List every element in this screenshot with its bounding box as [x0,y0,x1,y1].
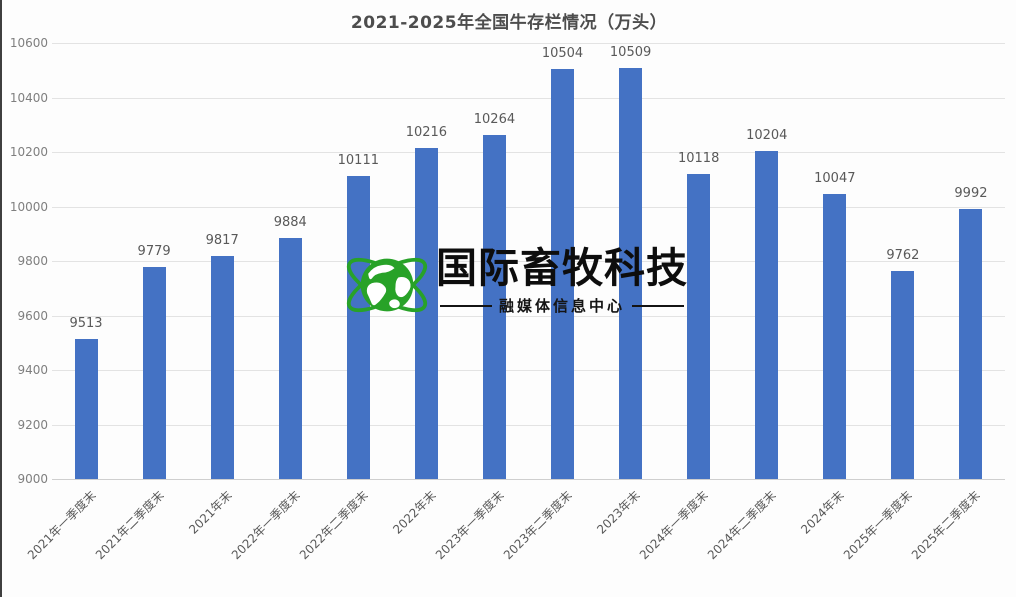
watermark-subtitle-text: 融媒体信息中心 [499,297,626,316]
x-axis-label: 2024年二季度末 [705,488,779,563]
y-axis-label: 10200 [9,145,48,159]
watermark-subtitle-row: 融媒体信息中心 [436,295,688,316]
bar-value-label: 10118 [677,151,720,167]
bar [346,176,370,479]
bar [755,150,779,479]
bar [551,69,575,479]
bar [414,147,438,479]
bar-value-label: 10264 [473,111,516,127]
bar [823,193,847,479]
x-axis-label: 2022年末 [390,488,439,537]
watermark-text-block: 国际畜牧科技 融媒体信息中心 [436,238,688,316]
y-axis-label: 9600 [17,308,48,323]
bar-value-label: 9884 [273,215,307,231]
y-axis-label: 10000 [9,199,48,214]
gridline [52,370,1005,371]
bar-value-label: 10047 [814,170,856,186]
gridline [52,424,1005,426]
gridline [52,479,1005,480]
x-axis-label: 2022年二季度末 [296,488,371,563]
bar [619,67,643,479]
y-axis-label: 10600 [9,36,48,50]
bar-value-label: 10509 [609,44,652,60]
bar-value-label: 9817 [205,233,239,249]
x-axis-label: 2024年末 [798,488,848,537]
gridline [52,97,1005,99]
x-axis-label: 2023年二季度末 [500,488,575,563]
watermark-brand-text: 国际畜牧科技 [436,244,688,292]
bar [210,256,234,479]
bar-value-label: 10216 [405,124,448,140]
x-axis-label: 2024年一季度末 [636,488,711,563]
bar-value-label: 9762 [886,248,920,264]
y-axis-label: 10400 [9,90,48,105]
chart-title: 2021-2025年全国牛存栏情况（万头） [350,13,668,33]
y-axis-label: 9400 [17,363,48,377]
bar-value-label: 10504 [541,46,584,62]
x-axis-label: 2023年一季度末 [432,488,507,563]
x-axis-label: 2025年二季度末 [909,488,984,563]
gridline [52,261,1005,262]
gridline [52,315,1005,317]
left-rule-line [440,304,492,307]
y-axis-label: 9200 [17,417,48,432]
bar-value-label: 10204 [746,127,788,143]
x-axis-label: 2025年一季度末 [841,488,916,563]
bar [687,174,711,479]
gridline [52,43,1005,44]
bar [278,238,302,479]
gridline [52,152,1005,153]
watermark: 国际畜牧科技 融媒体信息中心 [340,238,688,332]
bar [142,266,166,479]
bar-value-label: 9779 [137,243,171,259]
y-axis-label: 9800 [17,254,48,268]
bar [482,134,506,479]
bar-value-label: 10111 [337,153,379,169]
y-axis-label: 9000 [17,472,48,486]
x-axis-label: 2021年末 [185,488,235,537]
x-axis-label: 2023年末 [594,488,643,537]
bar [74,339,98,479]
bar [959,208,983,479]
bar-value-label: 9513 [69,316,103,332]
x-axis-label: 2022年一季度末 [228,488,303,563]
x-axis-label: 2021年二季度末 [92,488,167,563]
right-rule-line [632,304,685,307]
x-axis-label: 2021年一季度末 [24,488,99,563]
gridline [52,206,1005,208]
bar-value-label: 9992 [954,185,988,201]
bar [891,271,915,479]
globe-orbit-icon [346,257,428,313]
